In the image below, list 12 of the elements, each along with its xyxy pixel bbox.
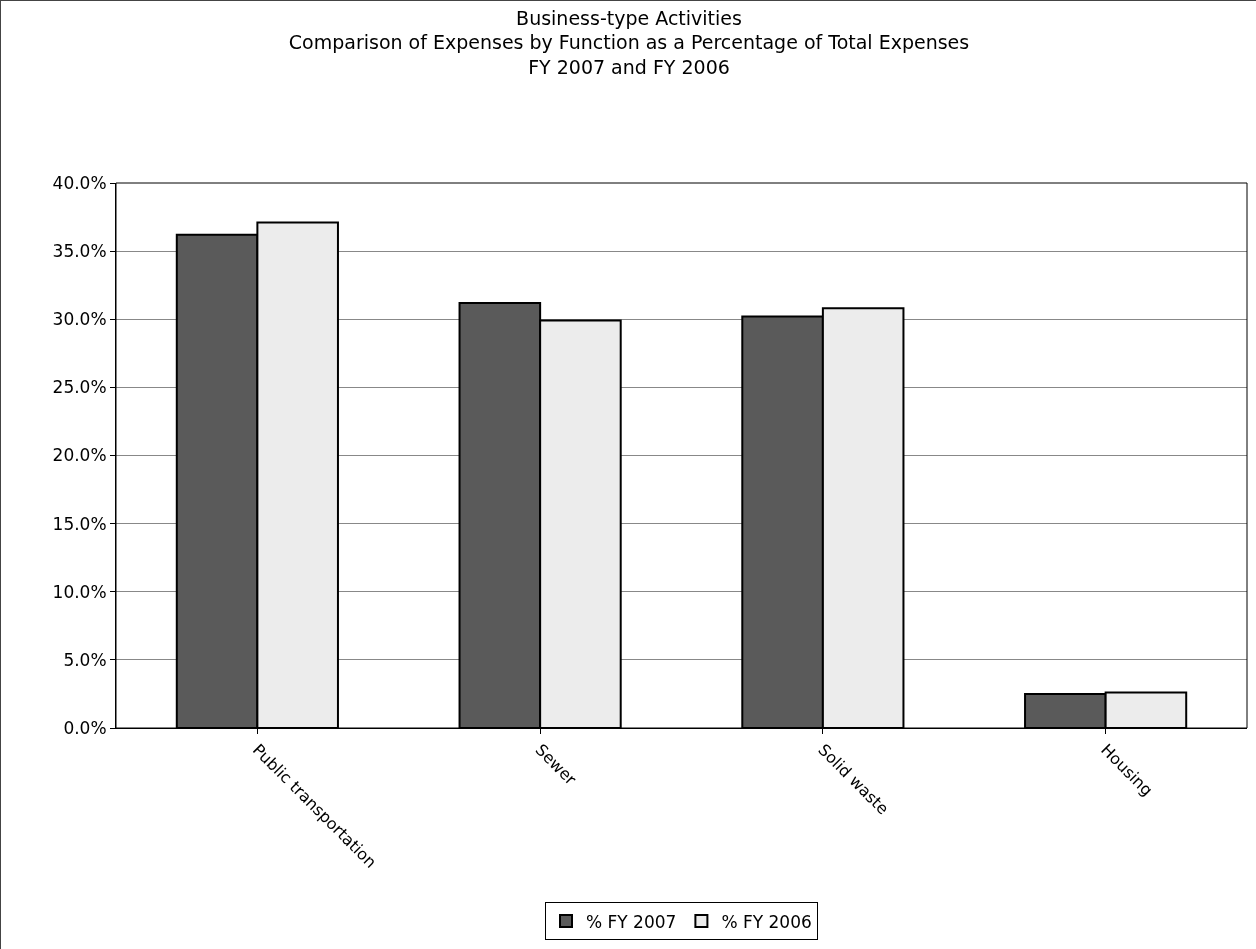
y-tick-label: 5.0%: [63, 649, 107, 670]
y-tick-label: 25.0%: [52, 377, 107, 398]
y-tick-label: 40.0%: [52, 172, 107, 193]
legend-label: % FY 2006: [721, 911, 812, 932]
y-tick-label: 10.0%: [52, 581, 107, 602]
legend-label: % FY 2007: [586, 911, 677, 932]
y-tick-label: 0.0%: [63, 717, 107, 738]
y-tick-label: 20.0%: [52, 445, 107, 466]
chart-title: Business-type Activities Comparison of Expenses by Function as a Percentage of Total Expenses FY 2007 and FY 2006: [288, 6, 970, 79]
y-tick-label: 30.0%: [52, 309, 107, 330]
y-tick-label: 15.0%: [52, 513, 107, 534]
y-tick-label: 35.0%: [52, 241, 107, 262]
